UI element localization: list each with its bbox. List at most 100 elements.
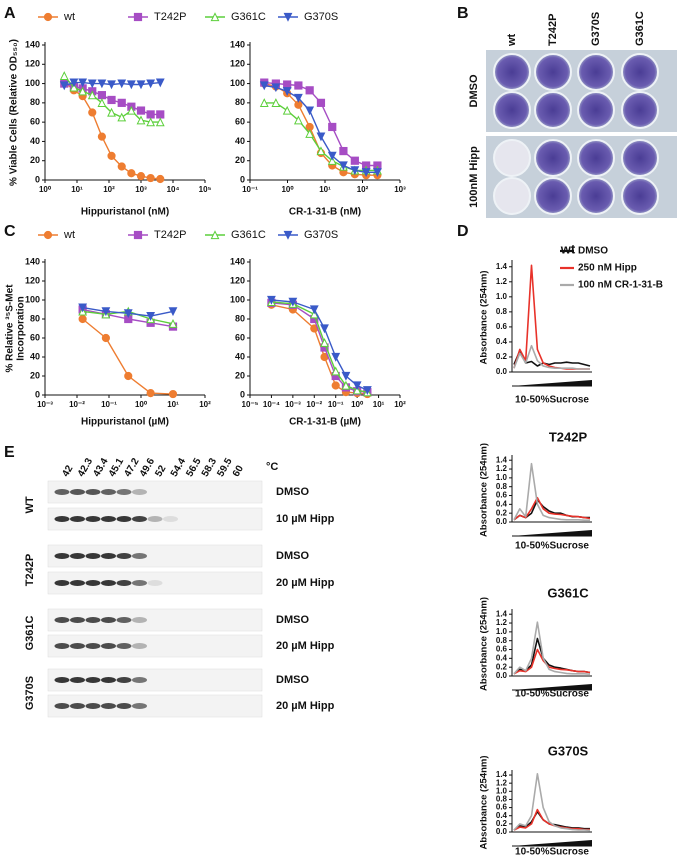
y-tick-label: 1.0 [496,292,508,301]
column-label: T242P [547,14,559,46]
band [101,580,116,586]
panel-letter: D [457,223,469,240]
well [534,177,572,215]
x-tick-label: 10⁻¹ [328,400,344,409]
marker [288,297,298,307]
marker [305,128,315,138]
condition-label: DMSO [276,614,309,626]
blot-strip [47,571,263,595]
x-tick-label: 10⁻³ [285,400,301,409]
marker [271,83,281,93]
axis-line [511,770,592,833]
y-tick-label: 1.2 [496,778,508,787]
panel-letter: C [4,223,16,240]
marker [78,86,88,96]
x-axis-label: CR-1-31-B (µM) [289,417,361,428]
axis-line [44,42,205,181]
band [147,516,163,522]
band [54,516,70,522]
chart-title: T242P [549,429,588,444]
marker [155,117,165,127]
series-line [513,344,590,370]
marker [320,324,329,334]
y-axis-label: Absorbance (254nm) [479,271,490,365]
y-tick-label: 20 [30,155,40,165]
y-tick-label: 1.2 [496,618,508,627]
x-tick-label: 10² [394,400,406,409]
band [132,643,147,649]
chart-title: G370S [548,743,589,758]
band [116,617,132,623]
y-tick-label: 0.6 [496,645,508,654]
marker [267,295,276,305]
group-label: T242P [24,554,36,586]
gradient-wedge [512,684,592,690]
y-tick-label: 0.0 [496,827,508,836]
y-tick-label: 1.0 [496,473,508,482]
marker [282,87,292,97]
band [70,703,85,709]
y-tick-label: 20 [30,370,40,380]
x-tick-label: 10¹ [71,185,83,194]
marker [350,166,360,176]
marker [146,79,156,89]
band [132,580,147,586]
well [493,177,531,215]
y-tick-label: 0.2 [496,352,508,361]
band [70,580,85,586]
gradient-wedge [512,380,592,386]
x-axis-label: 10-50%Sucrose [515,395,589,406]
y-tick-label: 0 [35,174,40,184]
marker [107,107,116,117]
band [70,617,85,623]
y-tick-label: 80 [30,313,40,323]
y-tick-label: 0.0 [496,517,508,526]
marker [146,110,155,119]
series-line [271,302,368,393]
axis-line [511,260,592,373]
legend-label: wt [63,229,75,241]
blot-strip [47,634,263,658]
row-label: 100nM Hipp [468,146,480,208]
y-tick-label: 1.2 [496,464,508,473]
well [621,91,659,129]
y-tick-label: 0.8 [496,482,508,491]
marker [127,169,136,178]
y-tick-label: 0.2 [496,662,508,671]
x-axis-label: CR-1-31-B (nM) [289,207,361,218]
band [101,617,116,623]
band [70,677,85,683]
band [70,643,85,649]
band [54,580,70,586]
y-tick-label: 120 [25,275,40,285]
y-tick-label: 0 [240,389,245,399]
marker [146,312,156,321]
y-tick-label: 0 [35,389,40,399]
x-tick-label: 10⁻¹ [242,185,258,194]
band [70,553,85,559]
y-axis-label: Absorbance (254nm) [479,443,490,537]
marker [117,112,127,122]
y-tick-label: 140 [230,256,245,266]
legend-label: DMSO [578,246,608,257]
band [85,580,101,586]
series-line [513,773,591,832]
marker [97,79,107,89]
band [101,677,116,683]
series-line [513,808,590,831]
marker [259,98,269,107]
marker [283,230,293,240]
x-tick-label: 10³ [394,185,406,194]
y-tick-label: 0.4 [496,337,508,346]
marker [316,98,326,107]
blot-strip [47,480,263,504]
chart-title: wt [560,241,576,256]
marker [146,389,155,398]
marker [373,168,382,178]
marker [126,105,136,115]
temperature-label: 42.3 [76,456,95,479]
band [54,703,70,709]
x-tick-label: 10² [357,185,369,194]
y-tick-label: 0.8 [496,307,508,316]
